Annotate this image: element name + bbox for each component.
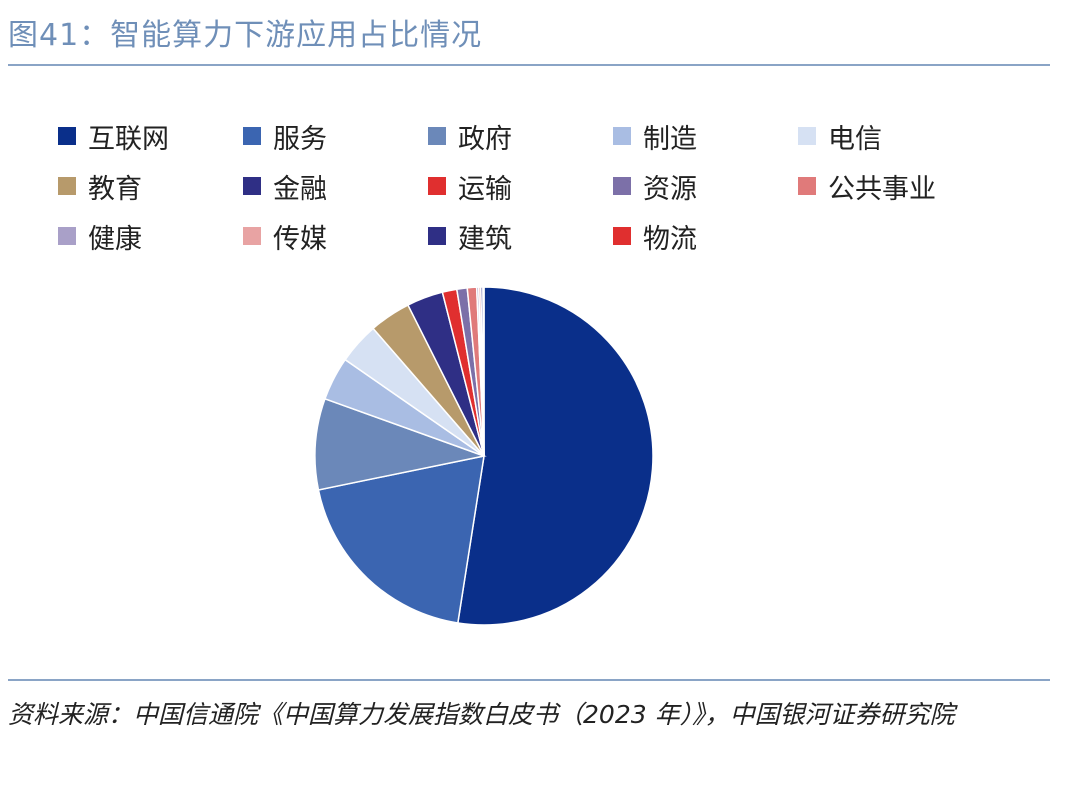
pie-slice bbox=[314, 397, 487, 491]
legend-label: 运输 bbox=[458, 173, 512, 205]
legend-label: 资源 bbox=[643, 173, 697, 205]
legend-item: 政府 bbox=[428, 116, 512, 156]
legend-swatch bbox=[613, 177, 631, 195]
legend-swatch bbox=[58, 127, 76, 145]
legend-label: 政府 bbox=[458, 123, 512, 155]
legend-item: 建筑 bbox=[428, 216, 512, 256]
legend-label: 电信 bbox=[828, 123, 882, 155]
legend-label: 互联网 bbox=[88, 123, 169, 155]
source-note: 资料来源：中国信通院《中国算力发展指数白皮书（2023 年）》，中国银河证券研究… bbox=[8, 700, 955, 729]
legend-label: 建筑 bbox=[458, 223, 512, 255]
legend-label: 传媒 bbox=[273, 223, 327, 255]
legend-swatch bbox=[58, 227, 76, 245]
legend-item: 物流 bbox=[613, 216, 697, 256]
chart-title: 图41：智能算力下游应用占比情况 bbox=[8, 18, 483, 53]
pie-slice bbox=[456, 286, 654, 626]
legend-label: 服务 bbox=[273, 123, 327, 155]
legend-item: 电信 bbox=[798, 116, 882, 156]
title-divider bbox=[8, 64, 1050, 66]
legend-swatch bbox=[798, 177, 816, 195]
legend-item: 互联网 bbox=[58, 116, 169, 156]
legend-item: 制造 bbox=[613, 116, 697, 156]
legend-label: 健康 bbox=[88, 223, 142, 255]
legend-swatch bbox=[428, 127, 446, 145]
footer-divider bbox=[8, 679, 1050, 681]
chart-legend: 互联网 服务 政府 制造 电信教育 金融 运输 资源 公共事业健康 传媒 建筑 物流 bbox=[0, 110, 1080, 270]
legend-item: 资源 bbox=[613, 166, 697, 206]
legend-item: 服务 bbox=[243, 116, 327, 156]
legend-swatch bbox=[58, 177, 76, 195]
legend-swatch bbox=[613, 127, 631, 145]
legend-label: 金融 bbox=[273, 173, 327, 205]
legend-label: 公共事业 bbox=[828, 173, 936, 205]
legend-swatch bbox=[798, 127, 816, 145]
legend-swatch bbox=[428, 227, 446, 245]
legend-label: 制造 bbox=[643, 123, 697, 155]
pie-slice bbox=[482, 286, 485, 457]
legend-swatch bbox=[243, 227, 261, 245]
legend-swatch bbox=[613, 227, 631, 245]
legend-item: 健康 bbox=[58, 216, 142, 256]
legend-item: 公共事业 bbox=[798, 166, 936, 206]
legend-label: 教育 bbox=[88, 173, 142, 205]
legend-swatch bbox=[243, 127, 261, 145]
legend-label: 物流 bbox=[643, 223, 697, 255]
legend-item: 运输 bbox=[428, 166, 512, 206]
pie-chart bbox=[314, 286, 654, 626]
legend-item: 传媒 bbox=[243, 216, 327, 256]
legend-item: 教育 bbox=[58, 166, 142, 206]
pie-slice bbox=[317, 455, 485, 624]
legend-swatch bbox=[428, 177, 446, 195]
legend-item: 金融 bbox=[243, 166, 327, 206]
legend-swatch bbox=[243, 177, 261, 195]
